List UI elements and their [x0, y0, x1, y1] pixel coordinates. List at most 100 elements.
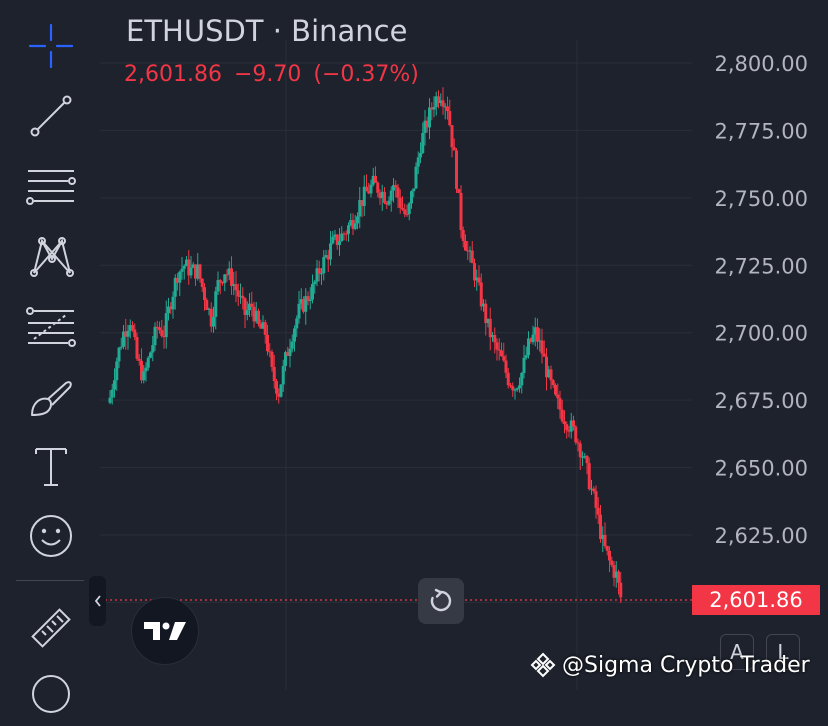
candle-body — [178, 271, 182, 283]
candle-body — [556, 394, 560, 399]
candle-body — [110, 389, 114, 398]
candle-body — [448, 111, 452, 126]
trend-line-tool[interactable] — [18, 84, 84, 148]
log-scale-button[interactable]: L — [766, 634, 800, 670]
pattern-icon — [30, 237, 74, 277]
candle-body — [365, 186, 368, 192]
candle-body — [356, 216, 359, 224]
text-tool[interactable] — [18, 434, 84, 498]
candle-body — [200, 278, 204, 288]
candle-body — [446, 106, 449, 112]
watermark: @Sigma Crypto Trader — [530, 652, 810, 678]
candle-body — [405, 214, 409, 216]
candle-body — [243, 298, 247, 315]
last-price: 2,601.86 — [124, 62, 222, 87]
candle-body — [428, 107, 431, 128]
candle-body — [198, 264, 202, 279]
candle-body — [189, 267, 193, 276]
candlestick-chart[interactable]: 2,800.00 2,775.00 2,750.00 2,725.00 2,700.00… — [0, 0, 828, 690]
candle-body — [459, 192, 463, 230]
candle-body — [173, 277, 177, 297]
candle-body — [169, 306, 173, 310]
candle-body — [149, 352, 152, 358]
candle-body — [212, 316, 215, 327]
candle-body — [398, 197, 402, 208]
crosshair-tool[interactable] — [18, 14, 84, 78]
toolbar-divider — [16, 580, 84, 581]
candle-body — [158, 327, 161, 331]
y-tick-label: 2,800.00 — [714, 52, 808, 76]
candle-body — [518, 385, 521, 389]
ruler-icon — [31, 608, 71, 648]
candle-body — [491, 334, 494, 338]
candle-body — [396, 187, 400, 198]
crosshair-icon — [28, 23, 74, 69]
candle-body — [531, 334, 535, 343]
candle-body — [389, 190, 393, 201]
candle-body — [493, 334, 497, 343]
candle-body — [450, 125, 454, 148]
candle-body — [340, 233, 344, 242]
candle-body — [470, 250, 474, 264]
candle-body — [585, 456, 589, 464]
smiley-icon — [30, 515, 72, 557]
candle-body — [133, 329, 137, 338]
candle-body — [311, 284, 314, 300]
ruler-tool[interactable] — [18, 596, 84, 660]
candle-body — [576, 442, 580, 444]
candle-body — [619, 582, 623, 598]
candle-body — [272, 366, 276, 382]
chart-area[interactable]: 2,800.00 2,775.00 2,750.00 2,725.00 2,700.00… — [0, 0, 828, 690]
candle-body — [164, 313, 168, 338]
emoji-tool[interactable] — [18, 504, 84, 568]
candle-body — [378, 192, 382, 199]
brush-tool[interactable] — [18, 364, 84, 428]
reset-chart-button[interactable] — [418, 578, 464, 624]
price-axis: 2,800.00 2,775.00 2,750.00 2,725.00 2,700.00… — [714, 52, 808, 548]
price-change: −9.70 — [233, 62, 302, 87]
candle-body — [290, 341, 294, 349]
candle-body — [362, 186, 366, 206]
horizontal-lines-tool[interactable] — [18, 154, 84, 218]
auto-scale-button[interactable]: A — [720, 634, 754, 670]
candle-body — [304, 296, 308, 312]
candle-body — [162, 335, 166, 338]
candle-body — [545, 356, 548, 378]
candle-body — [281, 365, 285, 385]
candle-body — [385, 202, 389, 205]
candle-body — [383, 191, 386, 203]
candle-body — [371, 175, 375, 185]
candle-body — [151, 345, 155, 353]
fib-retracement-tool[interactable] — [18, 294, 84, 358]
candle-body — [477, 277, 481, 283]
candle-body — [245, 310, 249, 315]
zoom-tool[interactable] — [18, 662, 84, 726]
candle-body — [601, 534, 605, 539]
binance-diamond-icon — [530, 652, 556, 678]
last-price-tag: 2,601.86 — [692, 585, 820, 615]
tradingview-logo[interactable] — [131, 597, 199, 665]
candle-body — [347, 225, 350, 234]
candle-body — [113, 380, 116, 390]
collapse-toolbar-button[interactable] — [89, 576, 106, 626]
candle-body — [171, 296, 175, 310]
reset-icon — [430, 588, 452, 612]
candle-body — [124, 331, 128, 337]
candle-body — [331, 236, 335, 244]
candle-body — [185, 259, 188, 266]
candle-body — [144, 367, 148, 372]
candle-body — [540, 340, 544, 354]
price-change-line: 2,601.86 −9.70 (−0.37%) — [124, 62, 431, 87]
pattern-tool[interactable] — [18, 224, 84, 288]
candle-body — [504, 360, 508, 373]
candle-body — [322, 257, 326, 274]
candle-body — [205, 300, 209, 310]
candle-body — [270, 351, 274, 367]
candle-body — [612, 565, 616, 578]
candle-body — [194, 264, 197, 279]
candle-body — [608, 550, 611, 561]
candle-body — [261, 322, 265, 329]
candle-body — [538, 340, 542, 342]
candle-body — [234, 284, 238, 291]
candle-body — [560, 409, 564, 422]
